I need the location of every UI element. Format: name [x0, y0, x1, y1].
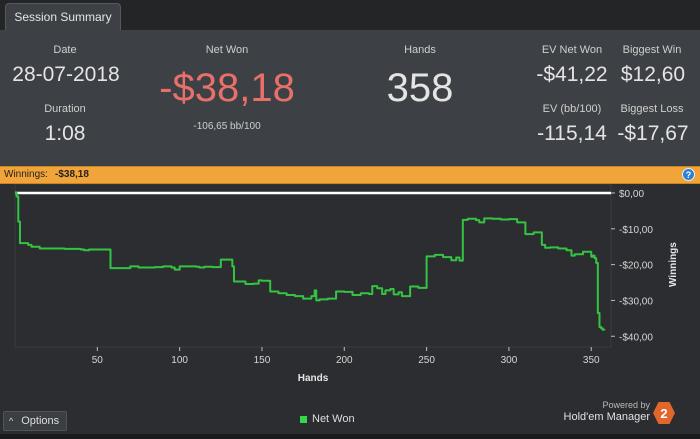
winnings-bar: Winnings: -$38,18 ?	[0, 166, 700, 184]
options-button[interactable]: ^ Options	[3, 411, 67, 431]
x-tick-label: 200	[336, 355, 353, 366]
ev-bb100-value: -115,14	[537, 122, 607, 145]
winnings-bar-label: Winnings:	[4, 169, 48, 180]
chevron-up-icon: ^	[9, 416, 14, 426]
hands-value: 358	[386, 66, 454, 110]
tab-label: Session Summary	[14, 10, 112, 24]
legend-swatch-icon	[300, 415, 307, 423]
y-tick-label: -$30,00	[619, 296, 653, 307]
y-tick-label: $0,00	[619, 189, 644, 200]
ev-net-won-label: EV Net Won	[541, 44, 603, 56]
net-won-label: Net Won	[205, 44, 249, 56]
duration-value: 1:08	[44, 122, 86, 145]
help-icon[interactable]: ?	[682, 168, 695, 181]
hands-label: Hands	[404, 44, 436, 56]
options-label: Options	[21, 415, 60, 427]
session-summary-panel: Date 28-07-2018 Duration 1:08 Net Won -$…	[0, 30, 700, 166]
powered-by-label: Powered by	[602, 400, 650, 410]
biggest-loss-value: -$17,67	[617, 122, 689, 145]
tab-bar: Session Summary	[0, 0, 700, 30]
legend-label: Net Won	[312, 413, 355, 425]
bb-per-100-value: -106,65 bb/100	[193, 121, 261, 132]
bottom-strip	[0, 434, 700, 439]
ev-net-won-value: -$41,22	[536, 63, 608, 86]
duration-label: Duration	[44, 103, 86, 115]
winnings-bar-value: -$38,18	[55, 169, 89, 180]
x-tick-label: 100	[171, 355, 188, 366]
biggest-win-label: Biggest Win	[622, 44, 682, 56]
x-axis-label: Hands	[298, 373, 329, 384]
x-tick-label: 150	[254, 355, 271, 366]
x-tick-label: 50	[92, 355, 104, 366]
series-line-net-won	[15, 191, 606, 331]
date-label: Date	[53, 44, 77, 56]
brand-name: Hold'em Manager	[563, 411, 650, 423]
tab-session-summary[interactable]: Session Summary	[5, 3, 121, 30]
y-tick-label: -$20,00	[619, 261, 653, 272]
biggest-loss-label: Biggest Loss	[620, 103, 684, 115]
y-axis-label: Winnings	[668, 242, 679, 287]
x-tick-label: 300	[501, 355, 518, 366]
chart-area: $0,00 -$10,00 -$20,00 -$30,00 -$40,00 50 100 15…	[0, 183, 700, 409]
ev-bb100-label: EV (bb/100)	[542, 103, 602, 115]
y-tick-label: -$10,00	[619, 225, 653, 236]
plot-area	[14, 183, 612, 348]
net-won-value: -$38,18	[159, 66, 295, 110]
holdem-manager-logo-icon: 2	[653, 402, 675, 424]
biggest-win-value: $12,60	[620, 63, 686, 86]
y-tick-label: -$40,00	[619, 332, 653, 343]
x-tick-label: 350	[583, 355, 600, 366]
date-value: 28-07-2018	[12, 63, 120, 86]
x-tick-label: 250	[418, 355, 435, 366]
chart-legend: Net Won	[300, 413, 355, 425]
winnings-chart: $0,00 -$10,00 -$20,00 -$30,00 -$40,00 50 100 15…	[14, 183, 679, 384]
